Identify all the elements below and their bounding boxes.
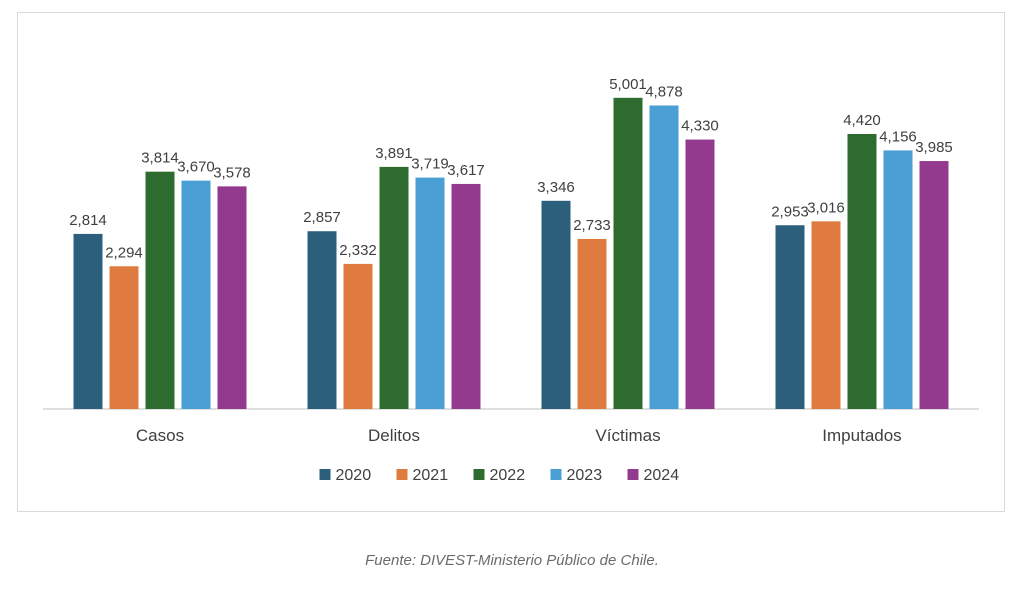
- legend-swatch-2022: [473, 469, 485, 480]
- data-label: 4,330: [681, 118, 719, 135]
- legend-swatch-2023: [550, 469, 562, 480]
- data-label: 5,001: [609, 76, 647, 93]
- legend-swatch-2020: [319, 469, 331, 480]
- bar-víctimas-2024: [685, 139, 715, 410]
- bar-imputados-2021: [811, 221, 841, 409]
- data-label: 2,332: [339, 242, 377, 259]
- bar-imputados-2022: [847, 133, 877, 409]
- bar-casos-2020: [73, 233, 103, 409]
- data-label: 2,953: [771, 203, 809, 220]
- legend-label-2023: 2023: [567, 467, 603, 484]
- bar-casos-2021: [109, 266, 139, 409]
- legend-label-2022: 2022: [490, 467, 526, 484]
- data-label: 3,346: [537, 179, 575, 196]
- bar-víctimas-2022: [613, 97, 643, 410]
- data-label: 3,670: [177, 159, 215, 176]
- data-label: 3,814: [141, 150, 179, 167]
- bar-casos-2023: [181, 180, 211, 409]
- bar-imputados-2023: [883, 150, 913, 409]
- chart-frame: 2,814 2,294 3,814 3,670 3,578 Casos 2,857 2,332…: [17, 12, 1005, 512]
- data-label: 4,156: [879, 128, 917, 145]
- data-label: 4,878: [645, 83, 683, 100]
- bar-imputados-2024: [919, 161, 949, 409]
- bar-víctimas-2023: [649, 105, 679, 409]
- data-label: 3,891: [375, 145, 413, 162]
- bar-casos-2022: [145, 171, 175, 409]
- bar-casos-2024: [217, 186, 247, 409]
- bar-delitos-2020: [307, 231, 337, 409]
- bar-delitos-2021: [343, 263, 373, 409]
- data-label: 3,985: [915, 139, 953, 156]
- data-label: 3,578: [213, 164, 251, 181]
- bar-víctimas-2020: [541, 200, 571, 409]
- bar-imputados-2020: [775, 225, 805, 409]
- legend-label-2021: 2021: [413, 467, 449, 484]
- category-label: Delitos: [368, 426, 420, 445]
- category-label: Imputados: [822, 426, 901, 445]
- source-note: Fuente: DIVEST-Ministerio Público de Chi…: [365, 552, 659, 569]
- bar-delitos-2023: [415, 177, 445, 409]
- legend-swatch-2021: [396, 469, 408, 480]
- data-label: 4,420: [843, 112, 881, 129]
- legend-swatch-2024: [627, 469, 639, 480]
- data-label: 3,719: [411, 156, 449, 173]
- bar-víctimas-2021: [577, 238, 607, 409]
- data-label: 2,814: [69, 212, 107, 229]
- data-label: 3,617: [447, 162, 485, 179]
- data-label: 2,733: [573, 217, 611, 234]
- bar-delitos-2024: [451, 183, 481, 409]
- category-label: Casos: [136, 426, 184, 445]
- data-label: 3,016: [807, 199, 845, 216]
- bar-delitos-2022: [379, 166, 409, 409]
- legend-label-2020: 2020: [336, 467, 372, 484]
- data-label: 2,857: [303, 209, 341, 226]
- legend-label-2024: 2024: [644, 467, 680, 484]
- data-label: 2,294: [105, 244, 143, 261]
- category-label: Víctimas: [595, 426, 660, 445]
